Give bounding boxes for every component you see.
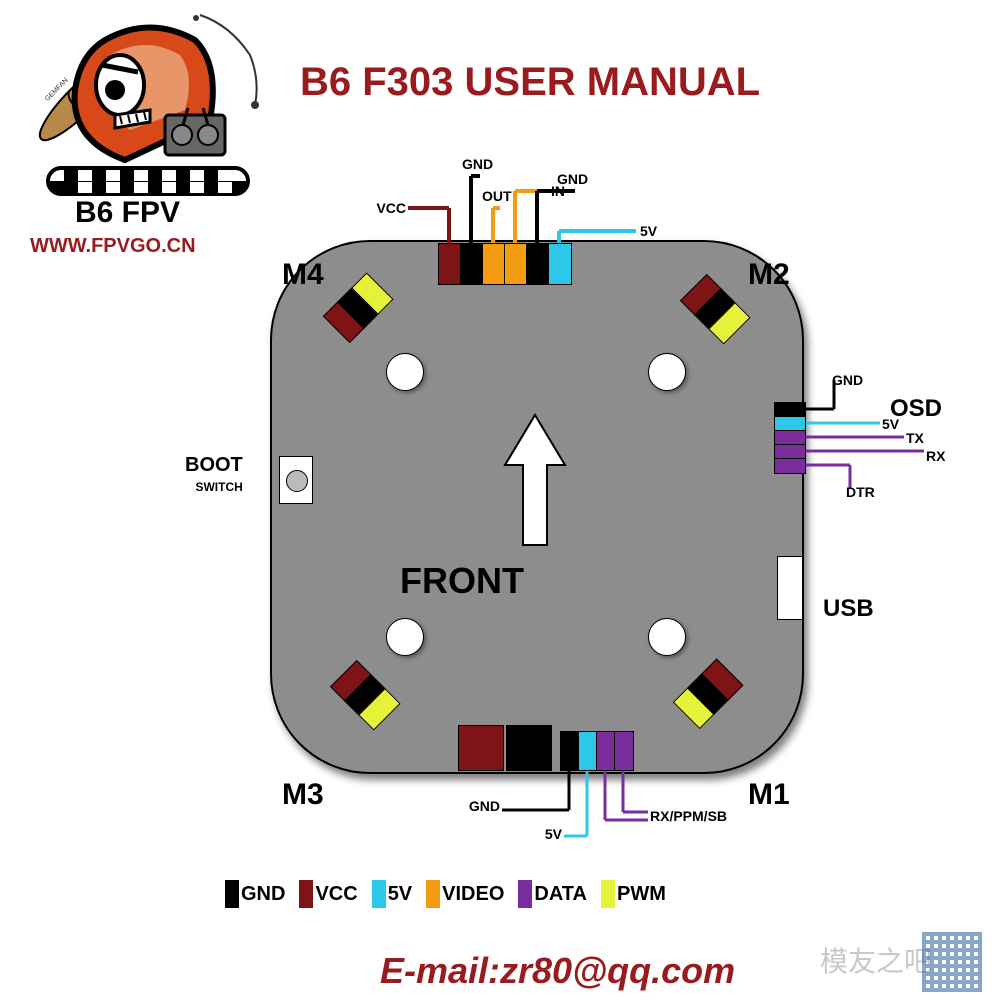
boot-switch-text: SWITCH [195, 480, 242, 494]
qr-code [922, 932, 982, 992]
mounting-hole [648, 353, 686, 391]
legend-swatch [372, 880, 386, 908]
top-pad-vcc [438, 243, 462, 285]
wire-diagram [0, 760, 1000, 860]
legend-swatch [225, 880, 239, 908]
email: E-mail:zr80@qq.com [380, 950, 735, 992]
pin-label: GND [557, 171, 588, 187]
pin-label: VCC [376, 200, 406, 216]
bottom-pad-v5 [578, 731, 598, 771]
mounting-hole [386, 618, 424, 656]
pin-label: GND [832, 372, 863, 388]
top-pad-video [504, 243, 528, 285]
wire-diagram [800, 370, 1000, 510]
legend-label: 5V [388, 883, 412, 906]
pin-label: GND [469, 798, 500, 814]
pin-label: 5V [545, 826, 562, 842]
legend-swatch [299, 880, 313, 908]
legend-swatch [601, 880, 615, 908]
color-legend: GND VCC 5V VIDEO DATA PWM [225, 880, 678, 908]
front-arrow-icon [505, 415, 565, 545]
boot-text: BOOT [185, 454, 243, 476]
legend-label: GND [241, 883, 285, 906]
pin-label: GND [462, 156, 493, 172]
legend-label: VIDEO [442, 883, 504, 906]
pin-label: 5V [882, 416, 899, 432]
watermark: 模友之吧 [820, 940, 932, 980]
usb-port [777, 556, 803, 620]
pin-label: DTR [846, 484, 875, 500]
bottom-pad-gnd [560, 731, 580, 771]
pin-label: 5V [640, 223, 657, 239]
legend-label: VCC [315, 883, 357, 906]
pin-label: RX/PPM/SB [650, 808, 727, 824]
boot-switch [279, 456, 313, 504]
top-pad-gnd [526, 243, 550, 285]
usb-label: USB [823, 595, 874, 623]
pin-label: RX [926, 448, 945, 464]
pin-label: TX [906, 430, 924, 446]
mounting-hole [648, 618, 686, 656]
front-label: FRONT [400, 560, 524, 602]
legend-label: DATA [534, 883, 587, 906]
top-pad-v5 [548, 243, 572, 285]
boot-label: BOOT SWITCH [185, 455, 243, 495]
top-pad-video [482, 243, 506, 285]
title: B6 F303 USER MANUAL [300, 60, 760, 105]
legend-label: PWM [617, 883, 666, 906]
osd-pad-data [774, 458, 806, 474]
bottom-pad-data [596, 731, 616, 771]
pin-label: OUT [482, 188, 512, 204]
legend-swatch [426, 880, 440, 908]
legend-swatch [518, 880, 532, 908]
mounting-hole [386, 353, 424, 391]
top-pad-gnd [460, 243, 484, 285]
bottom-pad-data [614, 731, 634, 771]
